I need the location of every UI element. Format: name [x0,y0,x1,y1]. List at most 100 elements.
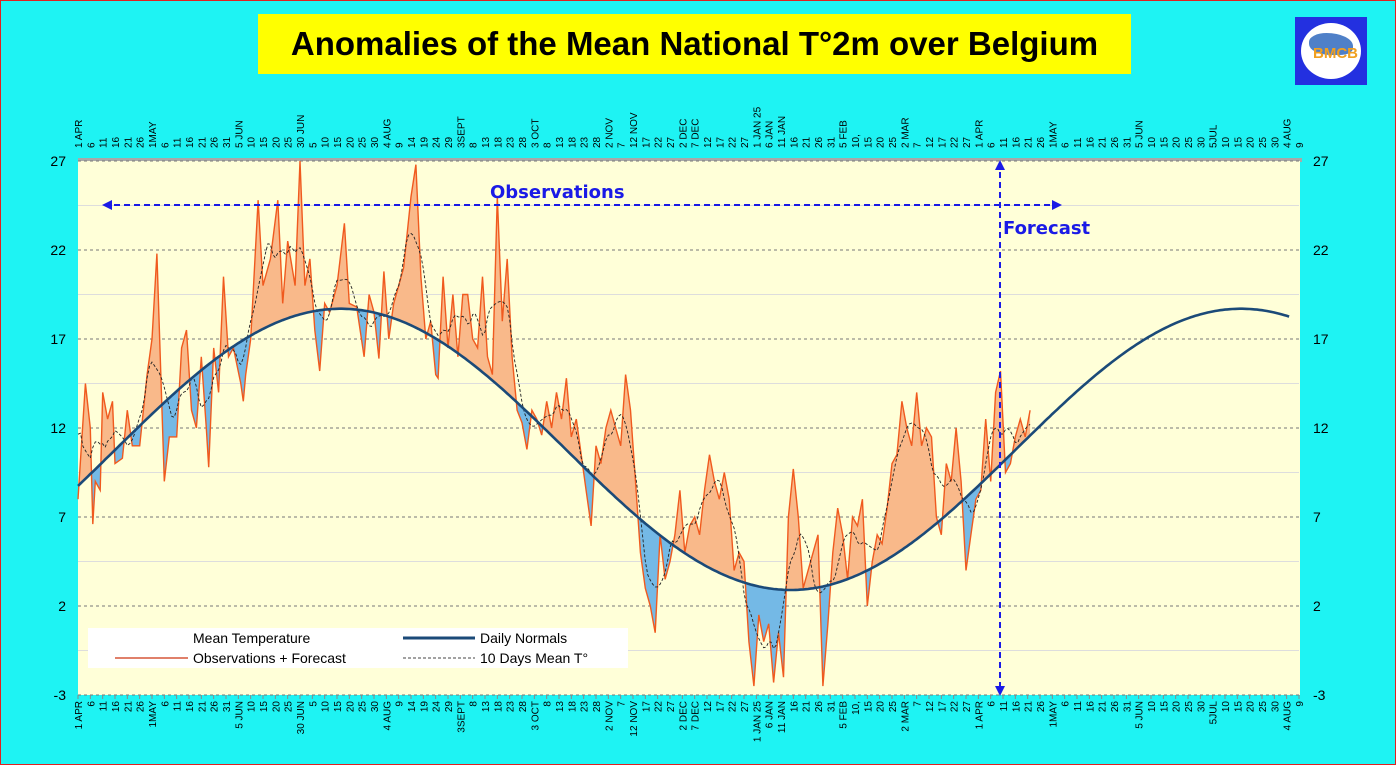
x-tick-label-top: 23 [580,136,591,148]
x-tick-label-bottom: 24 [432,701,443,713]
x-tick-label-bottom: 31 [826,701,837,713]
x-tick-label-bottom: 27 [740,701,751,713]
x-tick-label-top: 26 [814,136,825,148]
x-tick-label-bottom: 20 [1246,701,1257,713]
x-tick-label-top: 16 [111,136,122,148]
y-tick-label-right: 22 [1313,242,1329,258]
x-tick-label-top: 13 [555,136,566,148]
x-tick-label-top: 5 JUN [234,120,245,148]
x-tick-label-bottom: 1MAY [148,701,159,728]
x-tick-label-top: 2 NOV [604,118,615,148]
x-tick-label-bottom: 17 [641,701,652,713]
observations-annotation: Observations [490,182,625,203]
x-tick-label-top: 7 [617,142,628,148]
x-tick-label-top: 25 [284,136,295,148]
x-tick-label-bottom: 3SEPT [456,701,467,733]
x-tick-label-bottom: 2 DEC [678,701,689,730]
x-tick-label-bottom: 30 [370,701,381,713]
x-tick-label-bottom: 22 [950,701,961,713]
x-tick-label-top: 17 [715,136,726,148]
x-tick-label-top: 9 [1295,142,1306,148]
x-tick-label-bottom: 31 [1122,701,1133,713]
x-tick-label-top: 25 [1258,136,1269,148]
x-tick-label-bottom: 26 [814,701,825,713]
x-tick-label-top: 16 [789,136,800,148]
x-tick-label-top: 11 [99,137,110,148]
x-tick-label-top: 28 [592,136,603,148]
x-tick-label-bottom: 10, [851,701,862,715]
x-tick-label-bottom: 21 [1024,701,1035,713]
x-tick-label-top: 20 [345,136,356,148]
x-tick-label-top: 11 [1073,137,1084,148]
x-tick-label-bottom: 13 [555,701,566,713]
x-tick-label-top: 26 [136,136,147,148]
x-tick-label-bottom: 16 [1011,701,1022,713]
x-tick-label-bottom: 21 [1098,701,1109,713]
x-tick-label-bottom: 12 [925,701,936,713]
x-tick-label-top: 11 JAN [777,116,788,148]
x-tick-label-bottom: 2 MAR [900,701,911,732]
x-tick-label-bottom: 1 APR [974,701,985,729]
x-tick-label-top: 10 [1221,136,1232,148]
x-tick-label-top: 11 [173,137,184,148]
x-tick-label-top: 27 [962,136,973,148]
x-tick-label-bottom: 21 [197,701,208,713]
x-tick-label-bottom: 8 [543,701,554,707]
x-tick-label-top: 21 [197,136,208,148]
x-tick-label-bottom: 4 AUG [382,701,393,731]
x-tick-label-top: 16 [1011,136,1022,148]
x-tick-label-bottom: 11 [1073,701,1084,712]
x-tick-label-bottom: 22 [654,701,665,713]
x-tick-label-top: 18 [567,136,578,148]
x-tick-label-top: 21 [802,136,813,148]
x-tick-label-top: 15 [863,136,874,148]
x-tick-label-top: 27 [740,136,751,148]
x-tick-label-bottom: 4 AUG [1283,701,1294,731]
legend: Mean Temperature Observations + Forecast… [88,628,628,668]
x-tick-label-top: 11 [999,137,1010,148]
daily-normals-line [77,307,1290,592]
x-tick-label-bottom: 5 FEB [839,701,850,729]
x-tick-label-top: 16 [185,136,196,148]
x-tick-label-top: 12 NOV [629,112,640,148]
y-tick-label-left: 7 [58,509,66,525]
x-tick-label-top: 20 [271,136,282,148]
x-tick-label-top: 1MAY [148,121,159,148]
x-tick-label-top: 10 [1147,136,1158,148]
x-tick-label-bottom: 15 [333,701,344,713]
x-tick-label-top: 27 [666,136,677,148]
observations-line [77,160,1031,687]
x-tick-label-bottom: 5 JUN [1135,701,1146,729]
x-tick-label-bottom: 15 [259,701,270,713]
x-tick-label-top: 6 [987,142,998,148]
x-tick-label-bottom: 10 [321,701,332,713]
x-tick-label-top: 10, [851,134,862,148]
y-tick-label-left: -3 [54,687,67,703]
x-tick-label-bottom: 25 [1258,701,1269,713]
x-tick-label-top: 5 FEB [839,120,850,148]
x-tick-label-bottom: 16 [789,701,800,713]
y-tick-label-right: 12 [1313,420,1329,436]
x-tick-label-top: 15 [259,136,270,148]
bmcb-logo: BMCB [1295,17,1367,85]
x-tick-label-bottom: 5JUL [1209,701,1220,725]
x-tick-label-top: 16 [1085,136,1096,148]
x-tick-label-top: 7 [913,142,924,148]
x-tick-label-top: 24 [432,136,443,148]
ten-day-mean-line [77,232,1031,650]
x-tick-label-bottom: 23 [506,701,517,713]
x-tick-label-bottom: 15 [1233,701,1244,713]
x-tick-label-bottom: 20 [345,701,356,713]
x-tick-label-bottom: 26 [136,701,147,713]
x-tick-label-top: 18 [493,136,504,148]
x-tick-label-bottom: 25 [358,701,369,713]
x-tick-label-top: 21 [123,136,134,148]
y-tick-label-left: 17 [50,331,66,347]
x-tick-label-bottom: 9 [395,701,406,707]
legend-daily-normals: Daily Normals [480,630,567,646]
x-tick-label-bottom: 25 [1184,701,1195,713]
above-normal-fill [78,161,1031,590]
x-tick-label-bottom: 17 [937,701,948,713]
y-tick-label-right: 2 [1313,598,1321,614]
x-tick-label-top: 22 [654,136,665,148]
